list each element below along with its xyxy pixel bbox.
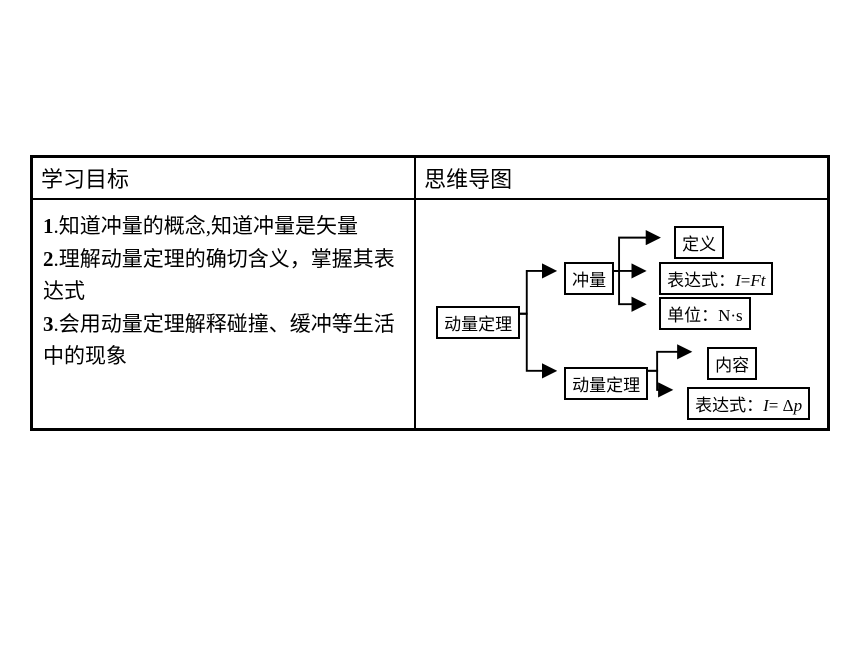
node-impulse-expr: 表达式：I=Ft	[659, 262, 773, 295]
obj2-text: .理解动量定理的确切含义，掌握其表达式	[43, 247, 395, 304]
objectives-list: 1.知道冲量的概念,知道冲量是矢量 2.理解动量定理的确切含义，掌握其表达式 3…	[41, 204, 406, 379]
diagram-cell: 动量定理 冲量 定义 表达式：I=Ft 单位：N·s 动量定理 内容 表达式：I…	[415, 199, 828, 429]
node-definition: 定义	[674, 226, 724, 259]
obj3-text: .会用动量定理解释碰撞、缓冲等生活中的现象	[43, 312, 395, 369]
obj2-num: 2	[43, 247, 54, 271]
header-row: 学习目标 思维导图	[32, 157, 829, 200]
node-momentum-expr: 表达式：I= Δp	[687, 387, 810, 420]
expr-eq: =	[741, 271, 751, 290]
expr-prefix: 表达式：	[667, 271, 735, 290]
objective-1: 1.知道冲量的概念,知道冲量是矢量	[43, 210, 404, 243]
objective-3: 3.会用动量定理解释碰撞、缓冲等生活中的现象	[43, 308, 404, 373]
header-mindmap: 思维导图	[415, 157, 828, 200]
obj1-text: .知道冲量的概念,知道冲量是矢量	[54, 214, 359, 238]
node-content: 内容	[707, 347, 757, 380]
header-objectives: 学习目标	[32, 157, 416, 200]
node-momentum-theorem: 动量定理	[564, 367, 648, 400]
mindmap-diagram: 动量定理 冲量 定义 表达式：I=Ft 单位：N·s 动量定理 内容 表达式：I…	[424, 204, 819, 424]
expr2-eq: = Δ	[769, 396, 794, 415]
expr-Ft: Ft	[750, 271, 765, 290]
expr2-prefix: 表达式：	[695, 396, 763, 415]
node-root: 动量定理	[436, 306, 520, 339]
content-row: 1.知道冲量的概念,知道冲量是矢量 2.理解动量定理的确切含义，掌握其表达式 3…	[32, 199, 829, 429]
node-impulse: 冲量	[564, 262, 614, 295]
content-table: 学习目标 思维导图 1.知道冲量的概念,知道冲量是矢量 2.理解动量定理的确切含…	[30, 155, 830, 431]
obj3-num: 3	[43, 312, 54, 336]
objective-2: 2.理解动量定理的确切含义，掌握其表达式	[43, 243, 404, 308]
obj1-num: 1	[43, 214, 54, 238]
objectives-cell: 1.知道冲量的概念,知道冲量是矢量 2.理解动量定理的确切含义，掌握其表达式 3…	[32, 199, 416, 429]
expr2-p: p	[794, 396, 803, 415]
node-unit: 单位：N·s	[659, 297, 751, 330]
